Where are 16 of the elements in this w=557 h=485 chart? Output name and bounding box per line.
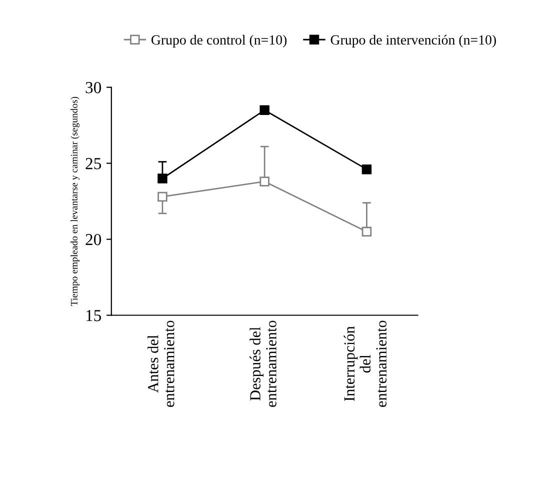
point — [260, 176, 270, 186]
point — [362, 164, 372, 174]
y-tick-label: 15 — [86, 310, 102, 322]
y-tick-label: 30 — [86, 82, 102, 94]
y-tick-label: 20 — [86, 234, 102, 246]
x-tick-label: Después del entrenamiento — [250, 320, 276, 407]
point — [362, 226, 372, 237]
point — [158, 174, 168, 184]
y-axis-title: Tiempo empleado en levantarse y caminar (segundos) — [70, 96, 80, 306]
legend-label: Grupo de intervención (n=10) — [330, 34, 496, 48]
x-tick-label: Antes del entrenamiento — [148, 320, 174, 407]
y-tick-label: 25 — [86, 158, 102, 170]
legend-label: Grupo de control (n=10) — [151, 34, 287, 48]
point — [260, 105, 270, 115]
x-tick-label: Interrupción del entrenamiento — [344, 320, 386, 407]
point — [158, 192, 168, 202]
